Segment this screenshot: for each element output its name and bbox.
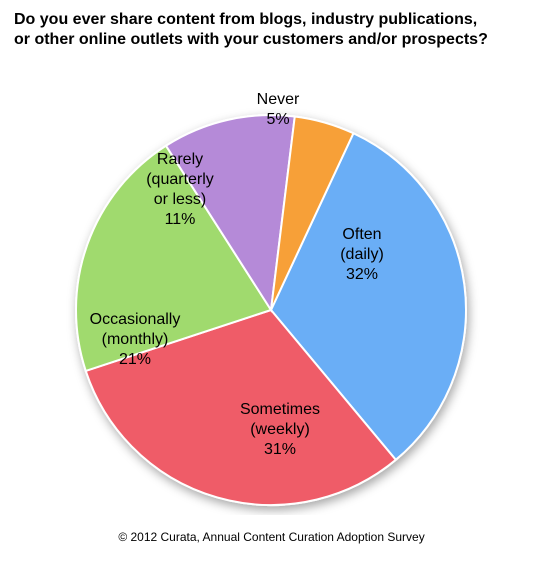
pie-label-rarely: Rarely (quarterly or less) 11% xyxy=(146,150,214,230)
pie-label-occasionally: Occasionally (monthly) 21% xyxy=(90,310,181,370)
pie-label-sometimes: Sometimes (weekly) 31% xyxy=(240,400,320,460)
pie-chart: Often (daily) 32% Sometimes (weekly) 31% O… xyxy=(0,85,543,515)
chart-title: Do you ever share content from blogs, in… xyxy=(14,10,529,50)
pie-label-often: Often (daily) 32% xyxy=(340,225,384,285)
pie-label-never: Never 5% xyxy=(257,90,300,130)
chart-attribution: © 2012 Curata, Annual Content Curation A… xyxy=(0,530,543,544)
page-root: Do you ever share content from blogs, in… xyxy=(0,0,543,562)
